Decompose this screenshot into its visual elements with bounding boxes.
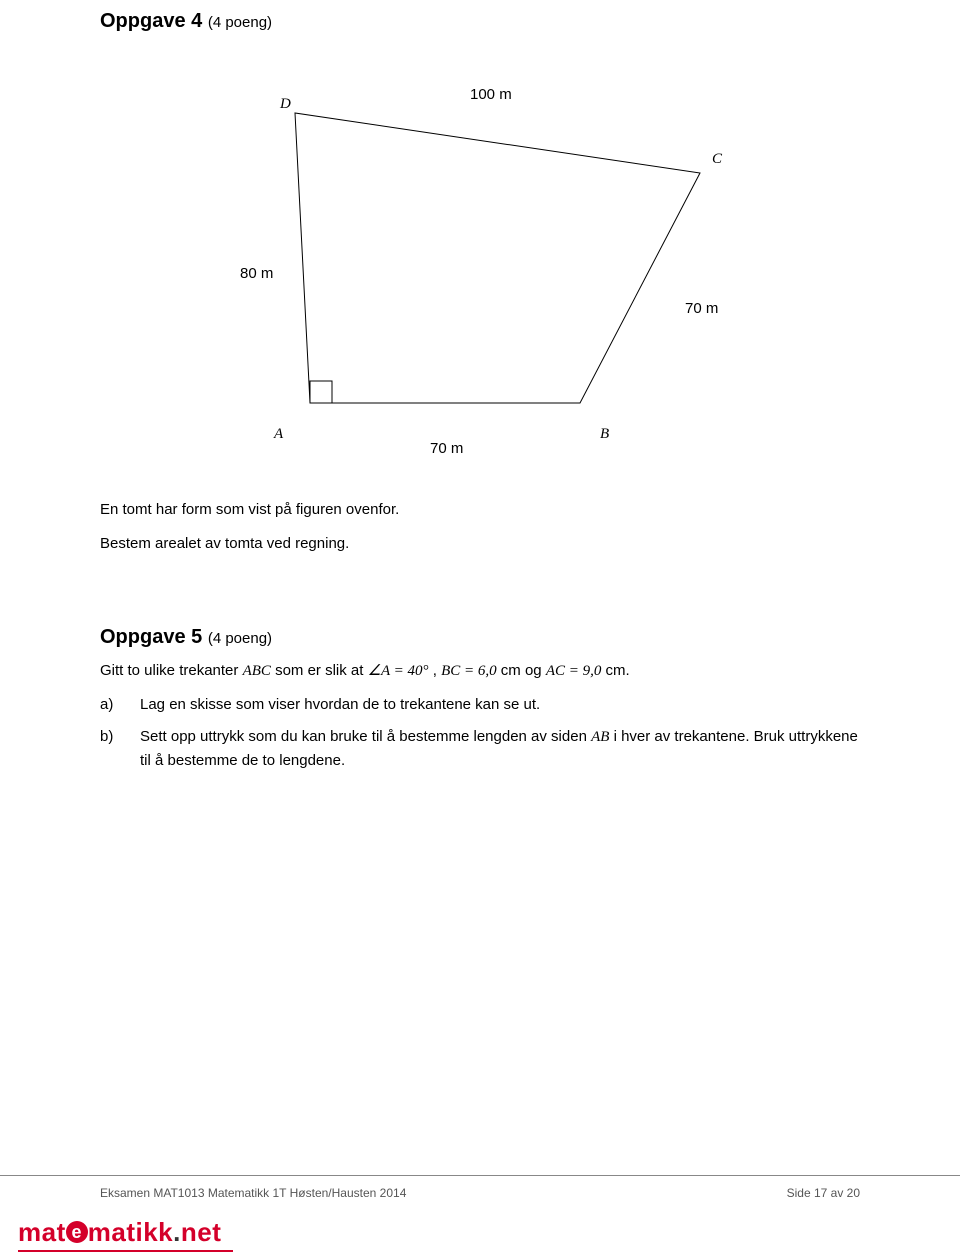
task5-points: (4 poeng) bbox=[208, 630, 272, 647]
footer-right: Side 17 av 20 bbox=[787, 1186, 860, 1200]
task5-mid3: cm og bbox=[497, 662, 546, 679]
footer-left: Eksamen MAT1013 Matematikk 1T Høsten/Hau… bbox=[100, 1186, 406, 1200]
task5-intro: Gitt to ulike trekanter ABC som er slik … bbox=[100, 659, 860, 683]
vertex-A-label: A bbox=[273, 426, 284, 442]
side-bottom-label: 70 m bbox=[430, 440, 463, 457]
vertex-D-label: D bbox=[279, 96, 291, 112]
vertex-B-label: B bbox=[600, 426, 609, 442]
task5-abc: ABC bbox=[243, 663, 271, 679]
task5-end: cm. bbox=[601, 662, 629, 679]
task5-intro-pre: Gitt to ulike trekanter bbox=[100, 662, 243, 679]
task5-ac: AC = 9,0 bbox=[546, 663, 602, 679]
quadrilateral-figure: D C A B 100 m 80 m 70 m 70 m bbox=[230, 63, 860, 468]
matematikk-logo: matematikk.net bbox=[18, 1217, 221, 1248]
side-left-label: 80 m bbox=[240, 265, 273, 282]
task5-a-label: a) bbox=[100, 693, 140, 717]
page-footer: Eksamen MAT1013 Matematikk 1T Høsten/Hau… bbox=[0, 1186, 960, 1200]
task4-title: Oppgave 4 (4 poeng) bbox=[100, 10, 860, 33]
logo-underline bbox=[18, 1250, 233, 1252]
side-top-label: 100 m bbox=[470, 86, 512, 103]
task5-a-text: Lag en skisse som viser hvordan de to tr… bbox=[140, 693, 860, 717]
task5-title: Oppgave 5 (4 poeng) bbox=[100, 626, 860, 649]
task5-subtask-a: a) Lag en skisse som viser hvordan de to… bbox=[100, 693, 860, 717]
side-right-label: 70 m bbox=[685, 300, 718, 317]
task5-title-text: Oppgave 5 bbox=[100, 626, 202, 648]
task5-b-text: Sett opp uttrykk som du kan bruke til å … bbox=[140, 725, 860, 773]
task5-subtask-b: b) Sett opp uttrykk som du kan bruke til… bbox=[100, 725, 860, 773]
task5-angle: ∠A = 40° bbox=[368, 663, 429, 679]
task5-mid2: , bbox=[429, 662, 442, 679]
task4-points: (4 poeng) bbox=[208, 14, 272, 31]
task5-mid1: som er slik at bbox=[271, 662, 368, 679]
task5-bc: BC = 6,0 bbox=[441, 663, 497, 679]
task4-title-text: Oppgave 4 bbox=[100, 10, 202, 32]
task5-b-label: b) bbox=[100, 725, 140, 773]
footer-rule bbox=[0, 1175, 960, 1176]
vertex-C-label: C bbox=[712, 151, 723, 167]
task5-b-pre: Sett opp uttrykk som du kan bruke til å … bbox=[140, 728, 591, 745]
task4-text2: Bestem arealet av tomta ved regning. bbox=[100, 532, 860, 556]
task5-b-ab: AB bbox=[591, 729, 609, 745]
task4-text1: En tomt har form som vist på figuren ove… bbox=[100, 498, 860, 522]
